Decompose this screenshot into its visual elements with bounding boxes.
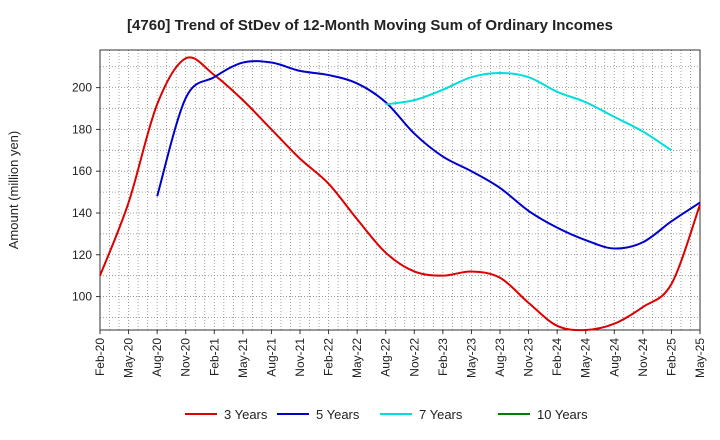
x-tick-label: May-24	[579, 338, 593, 378]
x-tick-label: May-25	[693, 338, 707, 378]
x-tick-label: Feb-20	[93, 338, 107, 376]
x-tick-label: Feb-21	[207, 338, 221, 376]
x-tick-label: Aug-23	[493, 338, 507, 377]
legend-item-7-years: 7 Years	[380, 407, 463, 422]
x-tick-label: May-23	[464, 338, 478, 378]
y-tick-label: 200	[72, 81, 92, 95]
grid	[100, 50, 700, 330]
x-tick-label: Feb-24	[550, 338, 564, 376]
y-tick-label: 140	[72, 206, 92, 220]
legend-item-10-years: 10 Years	[498, 407, 588, 422]
x-tick-label: May-20	[122, 338, 136, 378]
x-tick-label: Nov-24	[636, 338, 650, 377]
y-axis-ticks: 100 120 140 160 180 200	[72, 81, 100, 304]
x-tick-label: May-21	[236, 338, 250, 378]
x-tick-label: Nov-20	[179, 338, 193, 377]
y-axis-label: Amount (million yen)	[6, 131, 21, 250]
y-tick-label: 180	[72, 122, 92, 136]
y-tick-label: 100	[72, 290, 92, 304]
legend-label: 3 Years	[224, 407, 268, 422]
x-tick-label: Feb-25	[664, 338, 678, 376]
x-tick-label: Nov-23	[522, 338, 536, 377]
x-tick-label: Feb-23	[436, 338, 450, 376]
plot-frame	[99, 49, 701, 331]
legend-label: 10 Years	[537, 407, 588, 422]
legend-item-3-years: 3 Years	[185, 407, 268, 422]
x-tick-label: Feb-22	[322, 338, 336, 376]
series-line-3-years	[99, 56, 701, 332]
legend: 3 Years 5 Years 7 Years 10 Years	[185, 407, 588, 422]
legend-label: 7 Years	[419, 407, 463, 422]
x-tick-label: Nov-21	[293, 338, 307, 377]
y-tick-label: 120	[72, 248, 92, 262]
x-tick-label: May-22	[350, 338, 364, 378]
series-lines	[99, 56, 701, 332]
x-tick-label: Nov-22	[407, 338, 421, 377]
chart-title: [4760] Trend of StDev of 12-Month Moving…	[127, 17, 613, 34]
x-tick-label: Aug-20	[150, 338, 164, 377]
legend-item-5-years: 5 Years	[277, 407, 360, 422]
x-tick-label: Aug-24	[607, 338, 621, 377]
x-tick-label: Aug-22	[379, 338, 393, 377]
series-line-5-years	[156, 60, 701, 250]
series-line-7-years	[385, 71, 672, 152]
x-tick-label: Aug-21	[264, 338, 278, 377]
legend-label: 5 Years	[316, 407, 360, 422]
x-axis-ticks: Feb-20 May-20 Aug-20 Nov-20 Feb-21 May-21 Aug-…	[93, 330, 707, 378]
y-tick-label: 160	[72, 164, 92, 178]
